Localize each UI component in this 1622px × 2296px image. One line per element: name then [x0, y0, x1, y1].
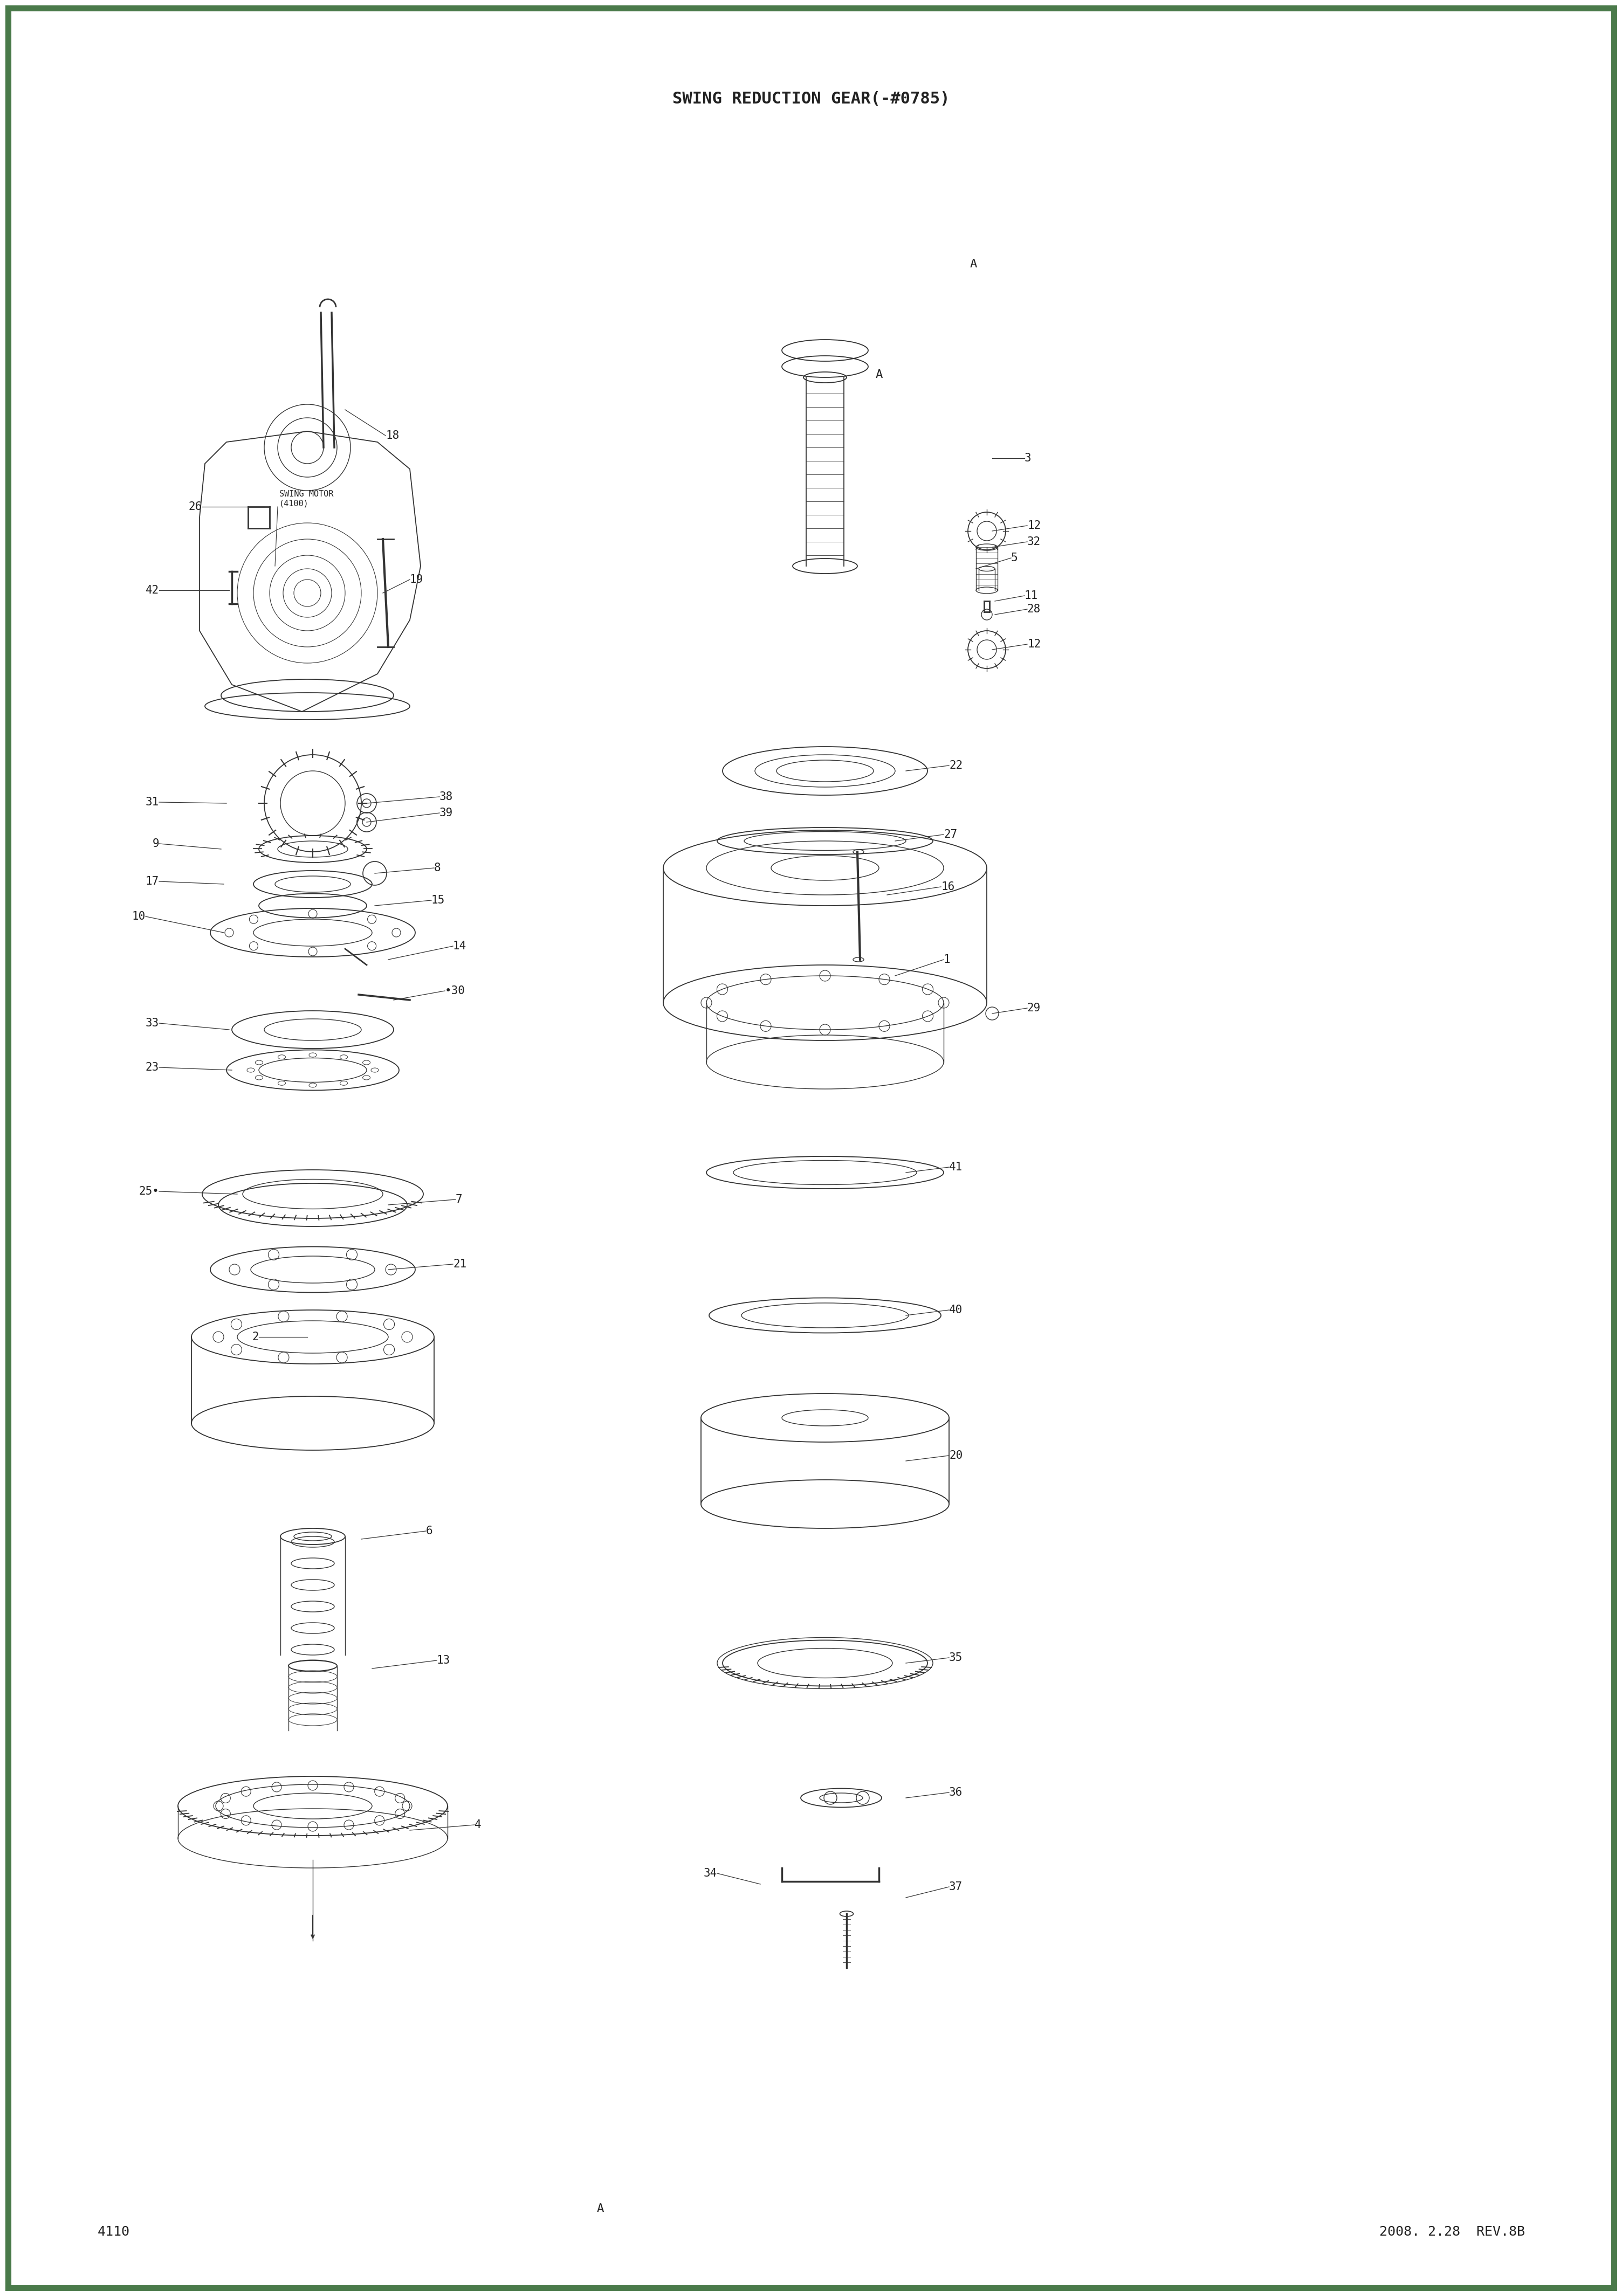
Text: 28: 28	[1027, 604, 1041, 615]
Text: 26: 26	[188, 501, 203, 512]
Text: 21: 21	[453, 1258, 467, 1270]
Text: A: A	[597, 2204, 603, 2213]
Text: 1: 1	[944, 955, 950, 964]
Text: 3: 3	[1025, 452, 1032, 464]
Text: 13: 13	[436, 1655, 451, 1667]
Text: 31: 31	[146, 797, 159, 808]
Text: SWING REDUCTION GEAR(-#0785): SWING REDUCTION GEAR(-#0785)	[672, 92, 950, 106]
Text: 10: 10	[131, 912, 146, 923]
Text: 16: 16	[941, 882, 955, 893]
Text: 32: 32	[1027, 537, 1041, 546]
Text: 36: 36	[949, 1786, 963, 1798]
Text: 35: 35	[949, 1653, 963, 1662]
Text: 2: 2	[251, 1332, 260, 1343]
Text: 7: 7	[456, 1194, 462, 1205]
Text: 39: 39	[440, 808, 453, 817]
Text: 25•: 25•	[138, 1187, 159, 1196]
Text: 12: 12	[1027, 638, 1041, 650]
Text: 40: 40	[949, 1304, 963, 1316]
Text: 9: 9	[152, 838, 159, 850]
Text: A: A	[876, 370, 882, 381]
Text: 4110: 4110	[97, 2225, 130, 2239]
Text: 17: 17	[146, 877, 159, 886]
Text: 22: 22	[949, 760, 963, 771]
Text: 23: 23	[146, 1063, 159, 1072]
Text: •30: •30	[444, 985, 466, 996]
Text: 2008. 2.28  REV.8B: 2008. 2.28 REV.8B	[1379, 2225, 1525, 2239]
Text: 4: 4	[475, 1818, 482, 1830]
Text: 29: 29	[1027, 1003, 1041, 1013]
Text: 8: 8	[435, 863, 441, 872]
Text: SWING MOTOR
(4100): SWING MOTOR (4100)	[279, 489, 334, 507]
Text: 19: 19	[410, 574, 423, 585]
Text: 11: 11	[1025, 590, 1038, 602]
Text: 15: 15	[431, 895, 444, 905]
Text: A: A	[970, 259, 976, 269]
Text: 18: 18	[386, 429, 399, 441]
Text: 42: 42	[146, 585, 159, 595]
Text: 5: 5	[1011, 553, 1019, 563]
Text: 27: 27	[944, 829, 957, 840]
Text: 12: 12	[1027, 521, 1041, 530]
Text: 38: 38	[440, 792, 453, 801]
Text: 37: 37	[949, 1880, 963, 1892]
Text: 20: 20	[949, 1451, 963, 1460]
Text: 14: 14	[453, 941, 467, 951]
Text: 33: 33	[146, 1017, 159, 1029]
Text: 41: 41	[949, 1162, 963, 1173]
Text: 34: 34	[704, 1869, 717, 1878]
Text: 6: 6	[427, 1525, 433, 1536]
